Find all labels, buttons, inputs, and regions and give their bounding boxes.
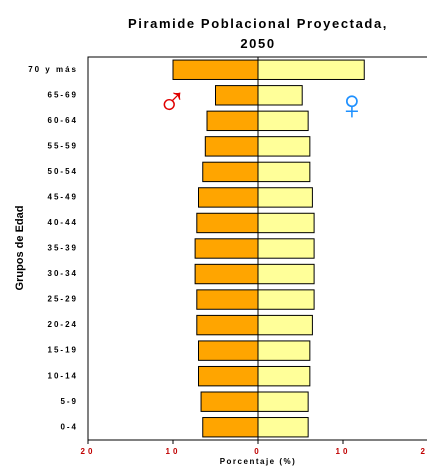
x-axis-title: Porcentaje (%) [220,457,297,466]
bar [215,85,259,106]
bar [257,59,365,80]
x-tick-label: 20 [421,447,427,456]
y-tick-label: 55-59 [48,141,78,150]
bar [257,391,309,412]
bar [198,340,259,361]
bar [257,365,311,387]
bar [200,391,259,412]
bar [257,187,313,208]
chart-title: Piramide Poblacional Proyectada, 2050 [128,16,388,51]
y-tick-label: 0-4 [60,422,78,431]
bar [257,161,311,183]
y-tick-label: 30-34 [48,269,78,278]
bar [257,136,311,157]
bar [257,85,303,106]
y-tick-label: 25-29 [48,295,78,304]
bar [198,187,259,208]
y-tick-label: 35-39 [48,244,78,253]
bar [202,161,259,183]
y-axis-title: Grupos de Edad [14,206,26,291]
bar [257,340,311,361]
bar [257,289,315,310]
bar [196,289,259,310]
y-tick-label: 60-64 [48,116,78,125]
bar [257,110,309,132]
bar [257,314,313,336]
bar [257,417,309,438]
bar [206,110,259,132]
bar [204,136,259,157]
y-tick-label: 20-24 [48,320,78,329]
x-tick-label: 10 [166,447,181,456]
x-tick-label: 10 [336,447,351,456]
male-symbol: ♂ [157,79,187,123]
y-tick-label: 15-19 [48,346,78,355]
bar [194,263,259,285]
bar [196,314,259,336]
bar [194,238,259,259]
x-tick-label: 20 [81,447,96,456]
bar [198,365,259,387]
y-tick-label: 70 y más [28,65,78,74]
x-tick-label: 0 [254,447,261,456]
y-tick-label: 45-49 [48,193,78,202]
y-tick-label: 10-14 [48,371,78,380]
y-tick-label: 5-9 [60,397,78,406]
y-tick-label: 65-69 [48,90,78,99]
bar [172,59,259,80]
female-symbol: ♀ [336,81,368,128]
y-tick-label: 50-54 [48,167,78,176]
bar [257,263,315,285]
bar [202,417,259,438]
bar [257,238,315,259]
bar [257,212,315,234]
bar [196,212,259,234]
y-tick-label: 40-44 [48,218,78,227]
